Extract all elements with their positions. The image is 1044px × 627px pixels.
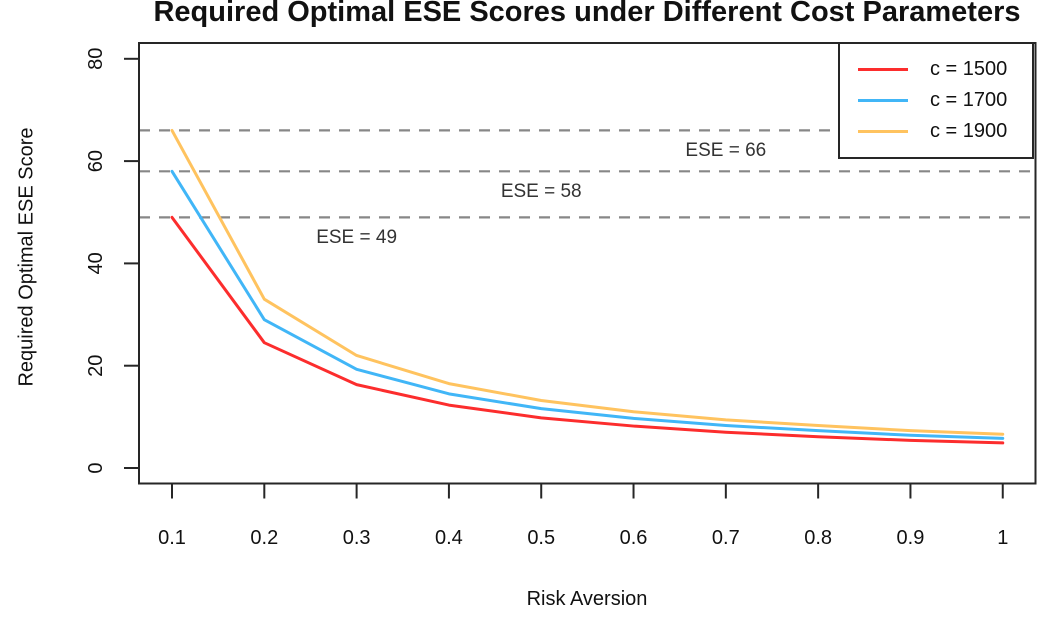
x-tick-label: 0.1 [158, 527, 186, 549]
legend-line-swatch-red [858, 68, 908, 71]
reference-line-label: ESE = 66 [685, 140, 766, 161]
x-tick-label: 0.3 [343, 527, 371, 549]
y-tick-label: 0 [85, 462, 107, 473]
y-tick-label: 40 [85, 252, 107, 274]
series-line [170, 215, 1005, 445]
legend-label: c = 1500 [930, 58, 1008, 80]
legend-line-swatch-blue [858, 99, 908, 102]
x-tick-label: 0.7 [712, 527, 740, 549]
x-axis-title: Risk Aversion [526, 588, 648, 610]
y-tick-label: 60 [85, 150, 107, 172]
series-line [170, 169, 1005, 440]
x-tick-label: 0.2 [250, 527, 278, 549]
legend-label: c = 1900 [930, 120, 1008, 142]
y-tick-label: 20 [85, 355, 107, 377]
series-line [170, 128, 1005, 436]
x-tick-label: 1 [997, 527, 1008, 549]
x-tick-label: 0.9 [897, 527, 925, 549]
y-axis-title: Required Optimal ESE Score [15, 127, 38, 387]
x-tick-label: 0.8 [804, 527, 832, 549]
x-tick-label: 0.4 [435, 527, 463, 549]
legend-line-swatch-orange [858, 130, 908, 133]
legend: c = 1500 c = 1700 c = 1900 [838, 42, 1034, 159]
legend-item: c = 1700 [840, 89, 1032, 113]
x-tick-label: 0.5 [527, 527, 555, 549]
x-tick-label: 0.6 [620, 527, 648, 549]
y-tick-label: 80 [85, 48, 107, 70]
legend-item: c = 1500 [840, 58, 1032, 82]
chart-title: Required Optimal ESE Scores under Differ… [153, 0, 1021, 28]
legend-label: c = 1700 [930, 89, 1008, 111]
reference-line-label: ESE = 49 [316, 227, 397, 248]
reference-line-label: ESE = 58 [501, 181, 582, 202]
legend-item: c = 1900 [840, 120, 1032, 144]
